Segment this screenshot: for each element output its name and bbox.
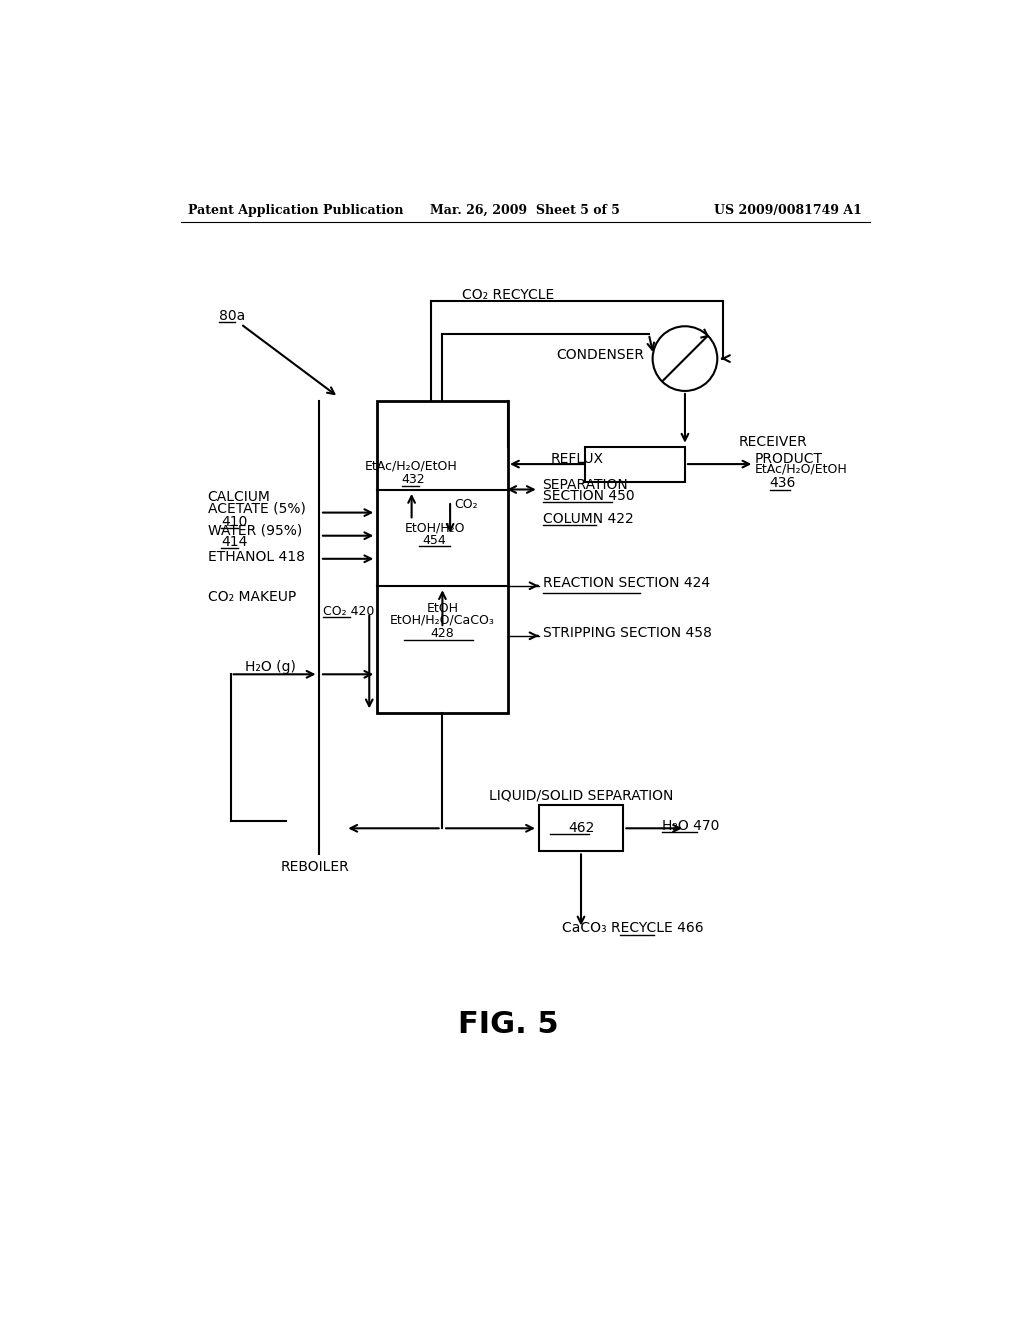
Bar	[585, 447, 685, 482]
Text: CO₂ MAKEUP: CO₂ MAKEUP	[208, 590, 296, 605]
Text: 414: 414	[221, 535, 248, 549]
Text: CO₂: CO₂	[454, 499, 477, 511]
Text: CaCO₃ RECYCLE 466: CaCO₃ RECYCLE 466	[562, 921, 703, 936]
Text: RECEIVER: RECEIVER	[739, 434, 808, 449]
Text: CONDENSER: CONDENSER	[556, 347, 644, 362]
Text: H₂O (g): H₂O (g)	[245, 660, 295, 673]
Text: LIQUID/SOLID SEPARATION: LIQUID/SOLID SEPARATION	[488, 789, 673, 803]
Text: CO₂ RECYCLE: CO₂ RECYCLE	[462, 289, 554, 302]
Text: H₂O 470: H₂O 470	[662, 818, 719, 833]
Text: REFLUX: REFLUX	[550, 451, 603, 466]
Text: REACTION SECTION 424: REACTION SECTION 424	[543, 577, 710, 590]
Text: PRODUCT: PRODUCT	[755, 451, 822, 466]
Text: COLUMN 422: COLUMN 422	[543, 512, 633, 525]
Text: STRIPPING SECTION 458: STRIPPING SECTION 458	[543, 627, 712, 640]
Text: ACETATE (5%): ACETATE (5%)	[208, 502, 305, 516]
Text: WATER (95%): WATER (95%)	[208, 523, 302, 537]
Text: EtOH: EtOH	[426, 602, 459, 615]
Text: CO₂ 420: CO₂ 420	[323, 605, 375, 618]
Text: EtAc/H₂O/EtOH: EtAc/H₂O/EtOH	[366, 459, 458, 473]
Text: Mar. 26, 2009  Sheet 5 of 5: Mar. 26, 2009 Sheet 5 of 5	[430, 205, 620, 218]
Bar	[539, 805, 624, 851]
Bar	[377, 401, 508, 713]
Text: SECTION 450: SECTION 450	[543, 488, 634, 503]
Text: ETHANOL 418: ETHANOL 418	[208, 550, 304, 564]
Text: 80a: 80a	[219, 309, 246, 323]
Text: 428: 428	[430, 627, 455, 640]
Circle shape	[652, 326, 717, 391]
Text: 462: 462	[568, 821, 594, 836]
Text: 410: 410	[221, 515, 248, 529]
Text: EtAc/H₂O/EtOH: EtAc/H₂O/EtOH	[755, 462, 847, 475]
Text: EtOH/H₂O/CaCO₃: EtOH/H₂O/CaCO₃	[390, 614, 495, 627]
Text: Patent Application Publication: Patent Application Publication	[188, 205, 403, 218]
Text: REBOILER: REBOILER	[281, 859, 350, 874]
Text: 454: 454	[423, 533, 446, 546]
Text: SEPARATION: SEPARATION	[543, 478, 629, 492]
Text: 432: 432	[401, 473, 425, 486]
Text: US 2009/0081749 A1: US 2009/0081749 A1	[714, 205, 862, 218]
Text: FIG. 5: FIG. 5	[458, 1010, 558, 1039]
Text: 436: 436	[770, 477, 796, 490]
Text: CALCIUM: CALCIUM	[208, 490, 270, 504]
Text: EtOH/H₂O: EtOH/H₂O	[404, 521, 465, 535]
